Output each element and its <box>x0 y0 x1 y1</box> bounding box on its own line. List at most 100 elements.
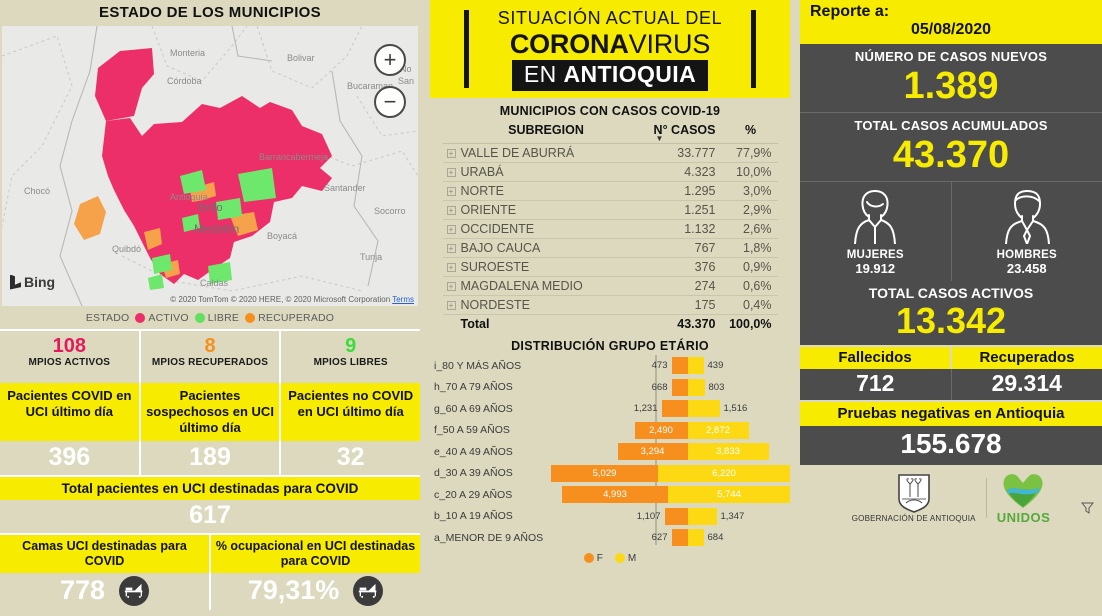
chart-value-male: 2,872 <box>706 424 730 436</box>
report-date: 05/08/2020 <box>910 21 992 38</box>
footer-logos: GOBERNACIÓN DE ANTIOQUIA UNIDOS <box>800 465 1102 525</box>
chart-bar-male-group: 684 <box>687 529 791 547</box>
chart-bar-male[interactable] <box>687 378 705 396</box>
cell-cases: 33.777 <box>649 143 724 163</box>
map-place-label: Bucaraman <box>347 81 394 91</box>
chart-bars: 473 439 <box>585 355 790 377</box>
map-zoom-in-button[interactable]: + <box>374 44 406 76</box>
column-header-pct[interactable]: % <box>723 121 778 144</box>
map-zoom-out-button[interactable]: − <box>374 86 406 118</box>
chart-bar-female-group: 627 <box>585 529 688 547</box>
chart-bar-male[interactable] <box>687 357 704 375</box>
cell-subregion-label: VALLE DE ABURRÁ <box>460 146 575 160</box>
table-row[interactable]: + VALLE DE ABURRÁ 33.777 77,9% <box>442 143 778 163</box>
filter-icon[interactable] <box>1080 501 1095 519</box>
deaths-recovered-values: 712 29.314 <box>800 369 1102 400</box>
bing-label: Bing <box>24 274 56 290</box>
expand-icon[interactable]: + <box>446 263 456 272</box>
divider <box>800 181 1102 182</box>
chart-bars: 2,490 2,872 <box>585 420 790 442</box>
chart-value-female: 473 <box>651 360 668 372</box>
chart-bar-male[interactable] <box>687 507 717 525</box>
map-place-label: Medellín <box>194 222 240 236</box>
stat-mpios-recuperados: 8 MPIOS RECUPERADOS <box>138 331 280 383</box>
chart-category-label: d_30 A 39 AÑOS <box>434 467 513 480</box>
chart-bar-female-group: 3,294 <box>585 443 688 461</box>
chart-bars: 668 803 <box>585 377 790 399</box>
table-row[interactable]: + NORDESTE 175 0,4% <box>442 295 778 315</box>
map-place-label: Caldas <box>200 278 229 288</box>
banner-line-2: CORONAVIRUS <box>510 29 711 59</box>
banner-en: EN <box>523 61 564 87</box>
map-place-label: Antioquia <box>170 192 208 202</box>
uci-label-no-covid: Pacientes no COVID en UCI último día <box>279 383 420 441</box>
expand-icon[interactable]: + <box>446 149 456 158</box>
report-label: Reporte a: <box>810 3 890 20</box>
chart-bar-female[interactable] <box>661 400 688 418</box>
chart-bars: 5,029 6,220 <box>551 463 790 485</box>
map-graphic <box>2 26 418 306</box>
cell-cases: 274 <box>649 276 724 296</box>
beds-label-ocupacion: % ocupacional en UCI destinadas para COV… <box>209 535 420 573</box>
table-row[interactable]: + MAGDALENA MEDIO 274 0,6% <box>442 276 778 296</box>
beds-value-ocupacion-cell: 79,31% <box>209 573 420 610</box>
chart-bar-female[interactable] <box>671 529 688 547</box>
logo-divider <box>985 478 987 518</box>
chart-bar-male[interactable]: 6,220 <box>658 464 790 482</box>
expand-icon[interactable]: + <box>446 187 456 196</box>
unidos-logo: UNIDOS <box>997 471 1051 525</box>
table-row[interactable]: + URABÁ 4.323 10,0% <box>442 162 778 182</box>
column-header-casos[interactable]: N° CASOS ▼ <box>649 121 724 144</box>
table-row[interactable]: + BAJO CAUCA 767 1,8% <box>442 238 778 258</box>
legend-item-f[interactable]: F <box>583 553 603 564</box>
chart-bar-female[interactable]: 3,294 <box>617 443 688 461</box>
cell-subregion: + VALLE DE ABURRÁ <box>442 143 650 163</box>
expand-icon[interactable]: + <box>446 206 456 215</box>
cell-percent: 77,9% <box>723 143 778 163</box>
cell-percent: 0,6% <box>723 276 778 296</box>
map-credit-text: © 2020 TomTom © 2020 HERE, © 2020 Micros… <box>170 295 391 304</box>
expand-icon[interactable]: + <box>446 168 456 177</box>
expand-icon[interactable]: + <box>446 301 456 310</box>
age-distribution-chart: i_80 Y MÁS AÑOS 473 439 h_70 A 79 AÑOS 668 80… <box>430 355 790 549</box>
cell-subregion: + NORTE <box>442 181 650 201</box>
chart-bar-female-group: 2,490 <box>585 421 688 439</box>
table-row[interactable]: + SUROESTE 376 0,9% <box>442 257 778 277</box>
column-header-subregion[interactable]: SUBREGION <box>442 121 650 144</box>
deaths-recovered-labels: Fallecidos Recuperados <box>800 345 1102 369</box>
chart-bar-female-group: 1,231 <box>585 400 688 418</box>
hospital-bed-icon <box>119 575 150 606</box>
expand-icon[interactable]: + <box>446 282 456 291</box>
chart-bar-female[interactable] <box>671 378 688 396</box>
chart-bar-female[interactable]: 2,490 <box>634 421 688 439</box>
chart-value-female: 4,993 <box>603 489 627 501</box>
table-row[interactable]: + OCCIDENTE 1.132 2,6% <box>442 219 778 239</box>
chart-value-male: 3,833 <box>716 446 740 458</box>
table-row[interactable]: + NORTE 1.295 3,0% <box>442 181 778 201</box>
table-row[interactable]: + ORIENTE 1.251 2,9% <box>442 200 778 220</box>
cell-subregion: + BAJO CAUCA <box>442 238 650 258</box>
center-panel: SITUACIÓN ACTUAL DEL CORONAVIRUS EN ANTI… <box>430 0 790 616</box>
legend-item-m[interactable]: M <box>614 553 636 564</box>
chart-bar-male[interactable] <box>687 529 704 547</box>
chart-bar-male[interactable]: 5,744 <box>668 486 790 504</box>
stat-value: 8 <box>204 335 216 357</box>
municipality-map[interactable]: Monteria Córdoba Bolivar No San Bucarama… <box>2 26 418 306</box>
chart-bar-female[interactable]: 4,993 <box>562 486 668 504</box>
chart-bar-female[interactable]: 5,029 <box>551 464 658 482</box>
map-legend: ESTADO ACTIVO LIBRE RECUPERADO <box>0 306 420 329</box>
map-place-label: San <box>398 76 415 86</box>
chart-row: c_20 A 29 AÑOS 4,993 5,744 <box>430 484 790 506</box>
expand-icon[interactable]: + <box>446 244 456 253</box>
chart-bar-female[interactable] <box>664 507 688 525</box>
chart-bar-male[interactable]: 3,833 <box>687 443 769 461</box>
uci-value-sospechosos: 189 <box>138 441 280 475</box>
gender-value-hombres: 23.458 <box>1006 261 1047 276</box>
map-terms-link[interactable]: Terms <box>392 295 414 304</box>
expand-icon[interactable]: + <box>446 225 456 234</box>
chart-bar-male[interactable]: 2,872 <box>687 421 749 439</box>
chart-bar-male[interactable] <box>687 400 720 418</box>
column-header-casos-label: N° CASOS <box>653 123 716 137</box>
chart-bar-female[interactable] <box>671 357 688 375</box>
map-place-label: Quibdó <box>112 244 142 254</box>
